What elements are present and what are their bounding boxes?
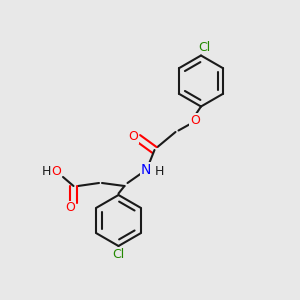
Text: Cl: Cl (112, 248, 124, 261)
Text: O: O (190, 113, 200, 127)
Text: O: O (52, 165, 61, 178)
Text: N: N (140, 163, 151, 176)
Text: H: H (155, 164, 165, 178)
Text: Cl: Cl (198, 40, 210, 54)
Text: O: O (129, 130, 138, 143)
Text: H: H (42, 165, 51, 178)
Text: O: O (66, 201, 75, 214)
